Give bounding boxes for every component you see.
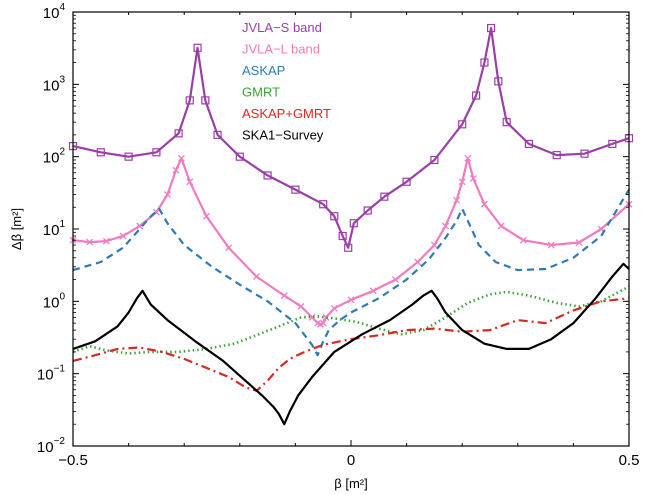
data-point <box>177 154 185 162</box>
data-point <box>193 43 202 52</box>
x-tick-label: 0.5 <box>619 452 640 469</box>
data-point <box>86 238 94 246</box>
legend-entry: SKA1−Survey <box>242 128 324 143</box>
data-point <box>319 200 328 209</box>
data-point <box>102 237 110 245</box>
axis-layer: −0.5 0 0.5 10−2 10−1 100 101 102 103 104 <box>37 2 640 469</box>
legend-entry: GMRT <box>242 85 280 100</box>
data-point <box>547 241 555 249</box>
data-point <box>96 148 105 157</box>
data-point <box>414 258 422 266</box>
data-point <box>458 120 467 129</box>
data-point <box>322 313 330 321</box>
legend-entry: JVLA−S band <box>242 20 322 35</box>
data-point <box>330 304 338 312</box>
data-point <box>124 152 133 161</box>
data-point <box>213 130 222 139</box>
data-point <box>552 151 561 160</box>
series-line <box>72 285 630 355</box>
data-point <box>202 212 210 220</box>
data-point <box>480 200 488 208</box>
x-tick-label: −0.5 <box>58 452 88 469</box>
data-point <box>392 276 399 284</box>
data-point <box>225 244 233 252</box>
legend-entry: ASKAP+GMRT <box>242 106 331 121</box>
data-point <box>402 177 411 186</box>
data-point <box>502 118 511 127</box>
data-point <box>172 166 180 174</box>
data-point <box>519 236 527 244</box>
data-point <box>453 196 461 204</box>
y-tick-label: 100 <box>43 291 66 311</box>
data-point <box>497 222 505 230</box>
data-point <box>575 239 583 246</box>
data-point <box>363 206 372 215</box>
series-line <box>72 26 630 249</box>
data-point <box>472 91 481 100</box>
data-point <box>430 241 438 249</box>
data-point <box>280 292 288 300</box>
series-line <box>72 297 630 392</box>
y-tick-label: 10−2 <box>37 436 66 456</box>
data-point <box>119 232 127 240</box>
y-tick-label: 103 <box>43 74 66 94</box>
y-tick-label: 10−1 <box>37 364 66 384</box>
data-point <box>263 171 272 180</box>
series-line <box>72 157 630 326</box>
data-point <box>330 212 339 221</box>
legend-entry: JVLA−L band <box>242 42 320 57</box>
data-point <box>291 185 300 194</box>
series-line <box>72 262 630 426</box>
data-point <box>344 243 353 252</box>
data-point <box>458 178 466 186</box>
legend: JVLA−S band JVLA−L band ASKAP GMRT ASKAP+GMR… <box>242 20 331 143</box>
y-tick-label: 101 <box>43 219 66 239</box>
data-point <box>338 231 347 241</box>
plot-area <box>73 12 629 446</box>
data-point <box>201 96 210 105</box>
data-point <box>464 154 472 162</box>
data-point <box>494 77 503 86</box>
data-point <box>164 191 171 198</box>
data-point <box>480 58 489 67</box>
data-point <box>369 287 377 295</box>
data-point <box>608 139 617 149</box>
data-point <box>524 139 534 149</box>
data-point <box>380 192 389 201</box>
data-point <box>487 23 496 33</box>
data-point <box>235 152 244 161</box>
y-tick-label: 104 <box>43 2 66 22</box>
data-point <box>442 222 449 230</box>
series-line <box>72 189 630 357</box>
data-point <box>136 222 144 230</box>
data-point <box>469 174 477 182</box>
data-point <box>349 219 358 228</box>
legend-entry: ASKAP <box>242 63 285 78</box>
data-point <box>319 319 327 327</box>
y-axis-title: Δβ [m²] <box>9 208 24 250</box>
data-point <box>186 178 194 186</box>
data-point <box>253 273 260 281</box>
data-point <box>152 148 161 157</box>
data-point <box>580 149 589 158</box>
data-point <box>185 96 194 105</box>
data-point <box>297 302 305 310</box>
y-tick-label: 102 <box>43 147 66 167</box>
data-point <box>174 129 183 138</box>
data-point <box>430 155 439 165</box>
x-axis-title: β [m²] <box>334 476 367 491</box>
data-point <box>347 296 355 304</box>
x-tick-label: 0 <box>347 452 355 469</box>
